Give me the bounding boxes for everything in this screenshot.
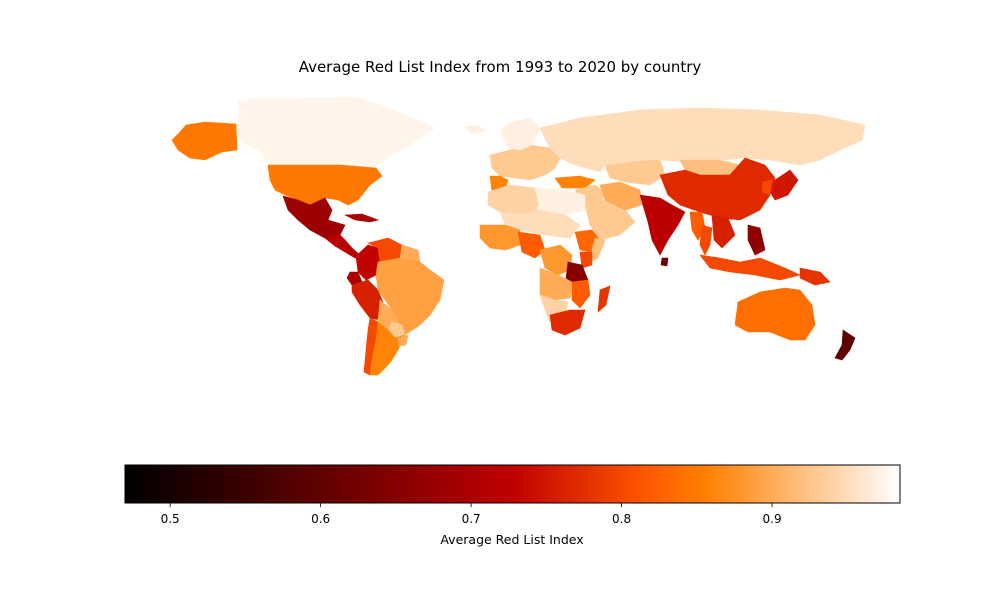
country-sri-lanka bbox=[660, 257, 669, 267]
colorbar-label: Average Red List Index bbox=[440, 532, 583, 547]
country-greenland bbox=[359, 94, 481, 131]
country-kenya bbox=[579, 251, 593, 269]
country-scandinavia bbox=[499, 117, 541, 151]
country-thailand bbox=[699, 224, 713, 256]
world-map bbox=[171, 94, 866, 376]
country-cuba bbox=[343, 213, 380, 223]
country-south-africa bbox=[549, 309, 586, 336]
country-korea bbox=[761, 179, 773, 196]
colorbar-ticks: 0.5 0.6 0.7 0.8 0.9 bbox=[161, 503, 782, 526]
country-west-africa bbox=[479, 224, 521, 251]
country-papua-new-guinea bbox=[799, 267, 831, 286]
colorbar-tick-label: 0.7 bbox=[462, 512, 481, 526]
country-somalia bbox=[589, 237, 606, 263]
colorbar-tick-label: 0.8 bbox=[612, 512, 631, 526]
country-india bbox=[639, 194, 686, 256]
country-argentina bbox=[369, 321, 406, 376]
colorbar-gradient bbox=[124, 464, 901, 504]
colorbar-tick-label: 0.9 bbox=[763, 512, 782, 526]
country-kazakhstan bbox=[574, 159, 631, 173]
country-madagascar bbox=[597, 285, 611, 313]
country-iran bbox=[599, 181, 643, 211]
country-uruguay bbox=[397, 334, 409, 347]
country-united-states bbox=[267, 164, 383, 206]
colorbar-tick-label: 0.5 bbox=[161, 512, 180, 526]
country-mozambique bbox=[571, 279, 591, 309]
country-mexico bbox=[282, 195, 346, 239]
country-new-zealand bbox=[834, 329, 856, 361]
colorbar-tick-label: 0.6 bbox=[311, 512, 330, 526]
country-cameroon-nigeria bbox=[517, 231, 546, 259]
country-australia bbox=[734, 287, 816, 341]
country-indochina bbox=[711, 214, 736, 249]
country-iceland bbox=[464, 124, 486, 135]
country-philippines bbox=[747, 224, 766, 256]
chart-title: Average Red List Index from 1993 to 2020… bbox=[298, 58, 702, 76]
country-brazil bbox=[375, 257, 445, 336]
country-turkey bbox=[554, 175, 596, 189]
country-central-asia bbox=[604, 159, 666, 186]
country-alaska-usa bbox=[171, 121, 238, 161]
